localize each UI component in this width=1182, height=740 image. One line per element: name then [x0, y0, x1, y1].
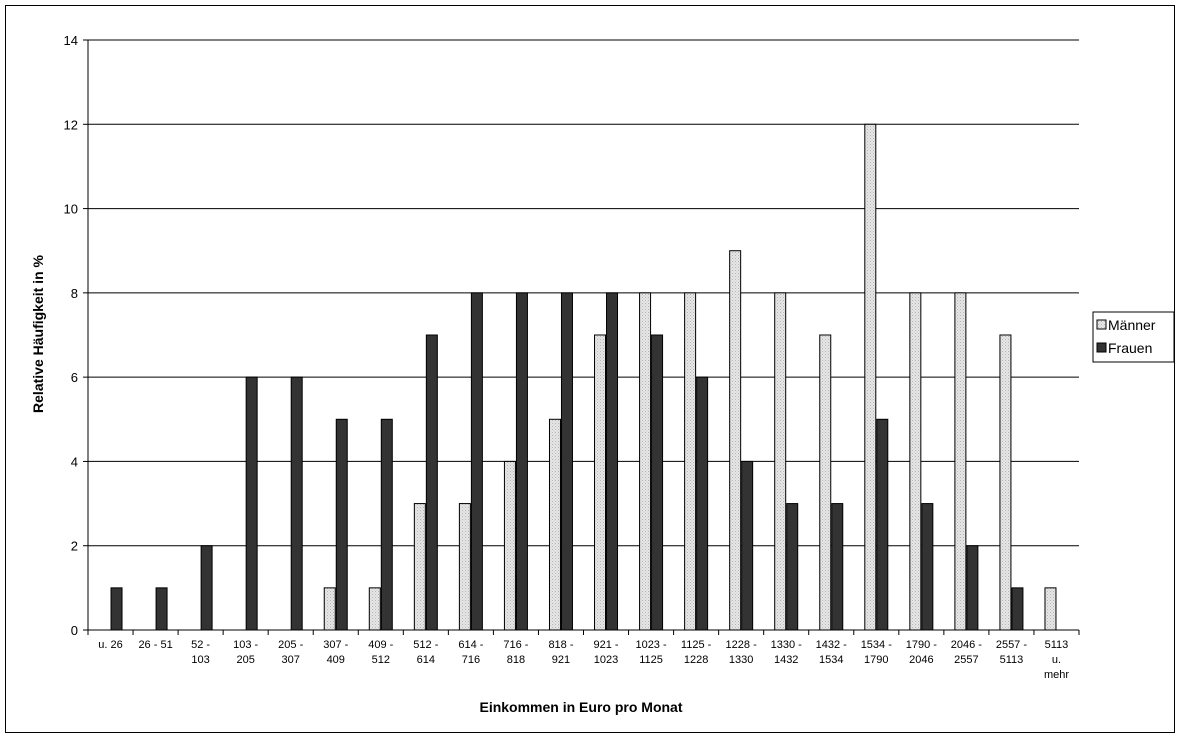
bar-frauen: [110, 587, 123, 631]
bar-frauen: [290, 376, 303, 631]
x-tick-label: 52 -103: [191, 639, 210, 666]
x-tick-label: 1023 -1125: [635, 639, 667, 666]
bar-maenner: [909, 292, 922, 631]
x-tick-label: 205 -307: [278, 639, 303, 666]
x-tick-label: 1534 -1790: [861, 639, 893, 666]
x-tick-label: 103 -205: [233, 639, 258, 666]
bar-maenner: [323, 587, 336, 631]
bar-maenner: [999, 334, 1012, 631]
x-tick-label: 5113 u. mehr: [1044, 639, 1069, 681]
bar-maenner: [954, 292, 967, 631]
bar-frauen: [606, 292, 619, 631]
bar-frauen: [651, 334, 664, 631]
x-tick-label: 409 -512: [368, 639, 393, 666]
bar-frauen: [921, 503, 934, 631]
bar-frauen: [560, 292, 573, 631]
bar-frauen: [876, 418, 889, 631]
x-tick-label: 26 - 51: [138, 639, 172, 651]
bar-maenner: [368, 587, 381, 631]
x-tick-label: 2557 -5113: [996, 639, 1028, 666]
x-tick-label: 1330 -1432: [771, 639, 803, 666]
bar-maenner: [503, 460, 516, 631]
bar-frauen: [380, 418, 393, 631]
x-tick-label: 1228 -1330: [726, 639, 758, 666]
chart-frame: [5, 5, 1175, 733]
x-tick-label: 614 -716: [458, 639, 483, 666]
x-axis-title: Einkommen in Euro pro Monat: [479, 699, 682, 715]
bar-maenner: [548, 418, 561, 631]
y-tick-label: 14: [64, 33, 78, 48]
legend-label-frauen: Frauen: [1108, 340, 1152, 356]
bar-maenner: [1044, 587, 1057, 631]
legend-label-maenner: Männer: [1108, 317, 1156, 333]
bar-frauen: [155, 587, 168, 631]
bar-frauen: [786, 503, 799, 631]
axes: 0 2 4 6 8 10 12 14 u. 26 26 - 51 52 -103 103 -205 20…: [64, 33, 1080, 681]
bar-frauen: [335, 418, 348, 631]
x-tick-label: u. 26: [98, 639, 122, 651]
y-tick-label: 4: [71, 454, 78, 469]
bar-maenner: [864, 123, 877, 631]
x-tick-label: 1125 -1228: [681, 639, 712, 666]
bar-frauen: [1011, 587, 1024, 631]
bar-frauen: [696, 376, 709, 631]
bar-maenner: [639, 292, 652, 631]
x-tick-label: 1432 -1534: [816, 639, 848, 666]
legend-swatch-frauen: [1096, 342, 1107, 353]
bar-frauen: [515, 292, 528, 631]
y-tick-label: 6: [71, 370, 78, 385]
y-tick-label: 8: [71, 286, 78, 301]
bar-frauen: [470, 292, 483, 631]
x-tick-label: 1790 -2046: [906, 639, 938, 666]
x-tick-label: 307 -409: [323, 639, 348, 666]
x-tick-label: 921 -1023: [593, 639, 618, 666]
bar-frauen: [831, 503, 844, 631]
bar-frauen: [200, 545, 213, 631]
bar-maenner: [458, 503, 471, 631]
bar-frauen: [425, 334, 438, 631]
x-tick-label: 818 -921: [548, 639, 573, 666]
y-tick-label: 12: [64, 117, 78, 132]
bar-frauen: [741, 460, 754, 631]
bar-maenner: [413, 503, 426, 631]
gridlines: [88, 39, 1079, 547]
legend: Männer Frauen: [1092, 311, 1175, 363]
bar-frauen: [966, 545, 979, 631]
x-tick-label: 2046 -2557: [951, 639, 983, 666]
y-tick-label: 10: [64, 202, 78, 217]
x-tick-label: 716 -818: [503, 639, 528, 666]
x-tick-label: 512 -614: [413, 639, 438, 666]
y-axis-title: Relative Häufigkeit in %: [30, 254, 46, 412]
bar-maenner: [774, 292, 787, 631]
y-tick-label: 2: [71, 539, 78, 554]
bar-maenner: [684, 292, 697, 631]
bar-maenner: [729, 250, 742, 631]
y-tick-label: 0: [71, 623, 78, 638]
legend-swatch-maenner: [1096, 319, 1107, 330]
bar-frauen: [245, 376, 258, 631]
bar-maenner: [594, 334, 607, 631]
bar-maenner: [819, 334, 832, 631]
